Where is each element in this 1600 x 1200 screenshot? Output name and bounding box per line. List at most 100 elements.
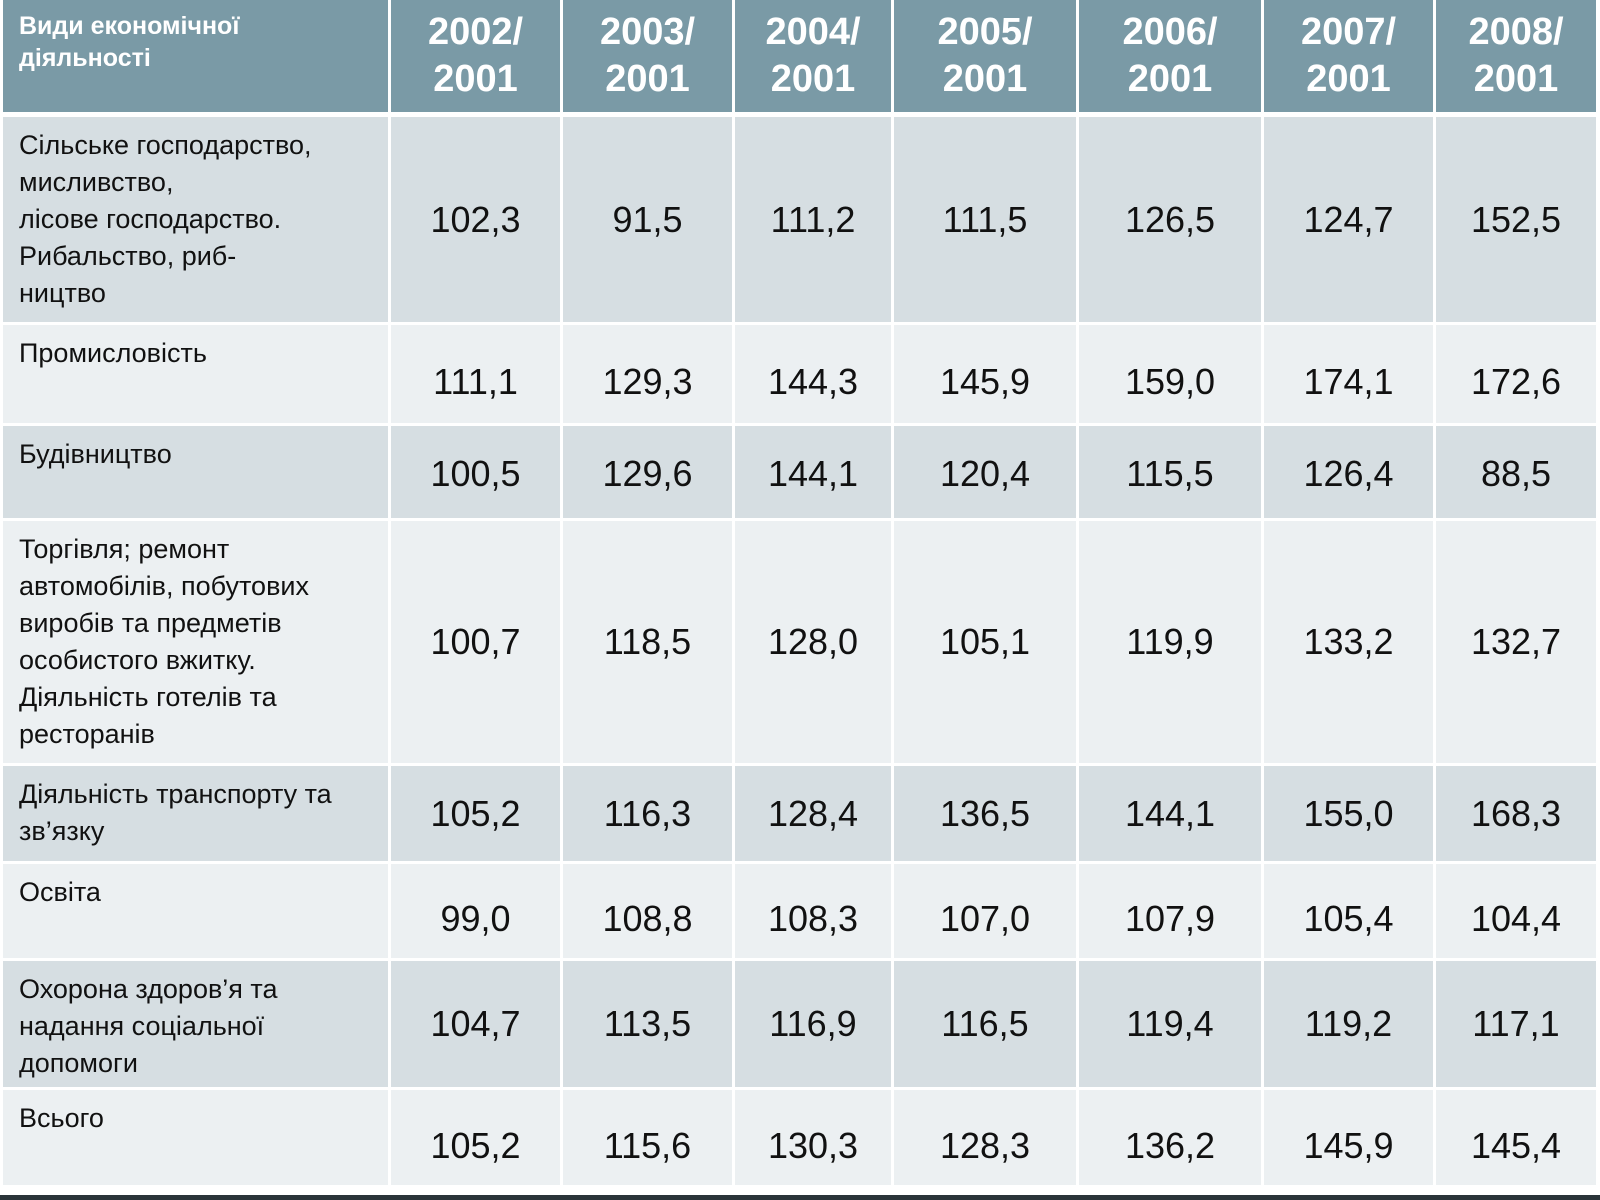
- table-row: Освіта 99,0 108,8 108,3 107,0 107,9 105,…: [3, 864, 1596, 961]
- row-label: Всього: [3, 1090, 388, 1188]
- header-year-line-2: 2001: [433, 58, 518, 100]
- table-cell: 129,6: [563, 426, 732, 521]
- table-cell: 144,3: [735, 325, 891, 426]
- table-cell: 144,1: [1079, 766, 1261, 864]
- header-year-line-2: 2001: [1473, 58, 1559, 100]
- table-cell: 117,1: [1436, 961, 1596, 1090]
- header-year-line-2: 2001: [605, 58, 690, 100]
- table-cell: 145,9: [894, 325, 1076, 426]
- table-row: Сільське господарство, мисливство, лісов…: [3, 117, 1596, 325]
- header-year-line-2: 2001: [1306, 58, 1391, 100]
- table-body: Сільське господарство, мисливство, лісов…: [3, 117, 1596, 1188]
- table-cell: 104,7: [391, 961, 560, 1090]
- table-cell: 88,5: [1436, 426, 1596, 521]
- table-cell: 100,7: [391, 521, 560, 766]
- table-cell: 128,3: [894, 1090, 1076, 1188]
- table-cell: 116,5: [894, 961, 1076, 1090]
- header-year-line-1: 2007/: [1300, 11, 1397, 53]
- header-year-line-1: 2006/: [1122, 11, 1218, 53]
- header-row: Види економічної діяльності 2002/ 2001 2…: [3, 0, 1596, 117]
- row-label: Діяльність транспорту та зв’язку: [3, 766, 388, 864]
- table-cell: 144,1: [735, 426, 891, 521]
- table-header: Види економічної діяльності 2002/ 2001 2…: [3, 0, 1596, 117]
- table-row: Діяльність транспорту та зв’язку 105,2 1…: [3, 766, 1596, 864]
- table-cell: 174,1: [1264, 325, 1433, 426]
- row-label: Промисловість: [3, 325, 388, 426]
- table-row: Всього 105,2 115,6 130,3 128,3 136,2 145…: [3, 1090, 1596, 1188]
- table-cell: 129,3: [563, 325, 732, 426]
- header-year-line-1: 2002/: [427, 11, 524, 53]
- table-cell: 168,3: [1436, 766, 1596, 864]
- table-cell: 119,2: [1264, 961, 1433, 1090]
- header-year-2002: 2002/ 2001: [391, 0, 560, 117]
- header-year-2007: 2007/ 2001: [1264, 0, 1433, 117]
- table-cell: 115,5: [1079, 426, 1261, 521]
- header-activity-type: Види економічної діяльності: [3, 0, 388, 117]
- table-cell: 145,4: [1436, 1090, 1596, 1188]
- table-cell: 133,2: [1264, 521, 1433, 766]
- table-cell: 118,5: [563, 521, 732, 766]
- header-year-2006: 2006/ 2001: [1079, 0, 1261, 117]
- header-year-2004: 2004/ 2001: [735, 0, 891, 117]
- table-cell: 119,9: [1079, 521, 1261, 766]
- table-cell: 116,3: [563, 766, 732, 864]
- table-row: Промисловість 111,1 129,3 144,3 145,9 15…: [3, 325, 1596, 426]
- header-year-line-1: 2004/: [765, 11, 861, 53]
- table-cell: 159,0: [1079, 325, 1261, 426]
- table-cell: 105,2: [391, 766, 560, 864]
- table-cell: 105,4: [1264, 864, 1433, 961]
- table-cell: 111,5: [894, 117, 1076, 325]
- table-cell: 111,1: [391, 325, 560, 426]
- row-label: Освіта: [3, 864, 388, 961]
- table-cell: 111,2: [735, 117, 891, 325]
- table-cell: 128,4: [735, 766, 891, 864]
- table-cell: 172,6: [1436, 325, 1596, 426]
- table-cell: 100,5: [391, 426, 560, 521]
- table-cell: 116,9: [735, 961, 891, 1090]
- table-cell: 91,5: [563, 117, 732, 325]
- table-cell: 115,6: [563, 1090, 732, 1188]
- table-cell: 124,7: [1264, 117, 1433, 325]
- table-row: Будівництво 100,5 129,6 144,1 120,4 115,…: [3, 426, 1596, 521]
- header-year-line-1: 2008/: [1468, 11, 1564, 53]
- bottom-border-bar: [0, 1195, 1600, 1200]
- header-year-line-1: 2003/: [599, 11, 696, 53]
- table-cell: 119,4: [1079, 961, 1261, 1090]
- table-row: Торгівля; ремонт автомобілів, побутових …: [3, 521, 1596, 766]
- header-year-line-2: 2001: [942, 58, 1028, 100]
- table-cell: 113,5: [563, 961, 732, 1090]
- table-cell: 105,2: [391, 1090, 560, 1188]
- table-cell: 105,1: [894, 521, 1076, 766]
- table-cell: 152,5: [1436, 117, 1596, 325]
- table-cell: 108,3: [735, 864, 891, 961]
- table-cell: 107,0: [894, 864, 1076, 961]
- table-cell: 120,4: [894, 426, 1076, 521]
- header-year-line-2: 2001: [770, 58, 856, 100]
- header-year-2005: 2005/ 2001: [894, 0, 1076, 117]
- table-cell: 136,2: [1079, 1090, 1261, 1188]
- table-cell: 132,7: [1436, 521, 1596, 766]
- header-year-line-1: 2005/: [937, 11, 1033, 53]
- table-cell: 130,3: [735, 1090, 891, 1188]
- row-label: Охорона здоров’я та надання соціальної д…: [3, 961, 388, 1090]
- table-cell: 136,5: [894, 766, 1076, 864]
- header-year-line-2: 2001: [1127, 58, 1213, 100]
- row-label: Будівництво: [3, 426, 388, 521]
- table-cell: 128,0: [735, 521, 891, 766]
- header-year-2003: 2003/ 2001: [563, 0, 732, 117]
- table-cell: 108,8: [563, 864, 732, 961]
- row-label: Сільське господарство, мисливство, лісов…: [3, 117, 388, 325]
- table-cell: 155,0: [1264, 766, 1433, 864]
- table-row: Охорона здоров’я та надання соціальної д…: [3, 961, 1596, 1090]
- table-cell: 104,4: [1436, 864, 1596, 961]
- table-cell: 126,5: [1079, 117, 1261, 325]
- table-cell: 107,9: [1079, 864, 1261, 961]
- table-cell: 102,3: [391, 117, 560, 325]
- table-cell: 99,0: [391, 864, 560, 961]
- row-label: Торгівля; ремонт автомобілів, побутових …: [3, 521, 388, 766]
- table-cell: 145,9: [1264, 1090, 1433, 1188]
- table-cell: 126,4: [1264, 426, 1433, 521]
- header-year-2008: 2008/ 2001: [1436, 0, 1596, 117]
